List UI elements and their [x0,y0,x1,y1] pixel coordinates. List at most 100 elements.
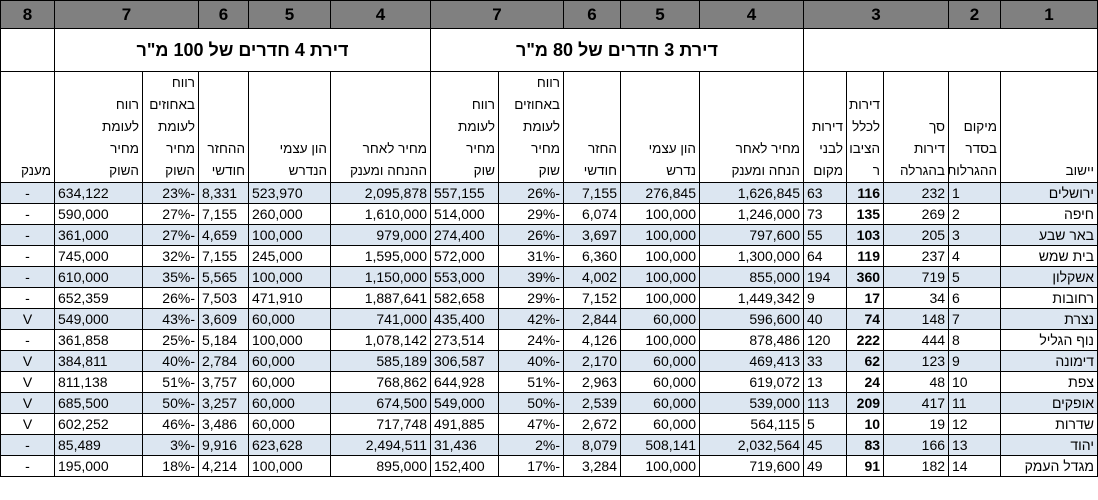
cell-rank[interactable]: 9 [948,350,1002,372]
cell-a4-equity[interactable]: 100,000 [248,329,331,351]
cell-rank[interactable]: 5 [948,266,1002,288]
cell-a3-profit[interactable]: 572,000 [430,245,499,267]
cell-a4-equity[interactable]: 260,000 [248,203,331,225]
cell-a3-monthly[interactable]: 2,170 [563,350,621,372]
cell-total[interactable]: 182 [883,455,950,477]
cell-a4-pct[interactable]: -18% [142,455,199,477]
cell-city[interactable]: מגדל העמק [1000,455,1098,477]
cell-rank[interactable]: 13 [948,434,1002,456]
cell-a3-profit[interactable]: 273,514 [430,329,499,351]
cell-total[interactable]: 205 [883,224,950,246]
cell-a4-price[interactable]: 741,000 [330,308,431,330]
cell-a4-price[interactable]: 895,000 [330,455,431,477]
cell-a4-price[interactable]: 768,862 [330,371,431,393]
cell-a4-profit[interactable]: 610,000 [54,266,143,288]
cell-a4-pct[interactable]: -46% [142,413,199,435]
cell-a3-pct[interactable]: -24% [498,329,564,351]
cell-a3-monthly[interactable]: 6,360 [563,245,621,267]
cell-locals[interactable]: 13 [802,371,848,393]
cell-total[interactable]: 19 [883,413,950,435]
cell-a4-price[interactable]: 1,078,142 [330,329,431,351]
cell-a4-price[interactable]: 2,095,878 [330,182,431,204]
cell-a3-price[interactable]: 797,600 [699,224,804,246]
cell-a3-price[interactable]: 1,626,845 [699,182,804,204]
cell-a3-pct[interactable]: -2% [498,434,564,456]
cell-city[interactable]: דימונה [1000,350,1098,372]
cell-grant[interactable]: - [0,245,55,267]
cell-a3-price[interactable]: 1,449,342 [699,287,804,309]
cell-a4-equity[interactable]: 60,000 [248,413,331,435]
cell-total[interactable]: 719 [883,266,950,288]
cell-a3-monthly[interactable]: 2,844 [563,308,621,330]
cell-a4-pct[interactable]: -27% [142,224,199,246]
cell-a4-equity[interactable]: 60,000 [248,308,331,330]
cell-a3-monthly[interactable]: 8,079 [563,434,621,456]
cell-rank[interactable]: 3 [948,224,1002,246]
cell-a3-equity[interactable]: 508,141 [620,434,700,456]
cell-a4-pct[interactable]: -35% [142,266,199,288]
cell-a3-pct[interactable]: -42% [498,308,564,330]
cell-a3-price[interactable]: 469,413 [699,350,804,372]
cell-a3-price[interactable]: 1,246,000 [699,203,804,225]
cell-public[interactable]: 74 [846,308,885,330]
cell-a3-price[interactable]: 878,486 [699,329,804,351]
cell-total[interactable]: 123 [883,350,950,372]
cell-a4-price[interactable]: 1,610,000 [330,203,431,225]
cell-a4-pct[interactable]: -27% [142,203,199,225]
cell-a3-equity[interactable]: 100,000 [620,266,700,288]
cell-total[interactable]: 269 [883,203,950,225]
cell-city[interactable]: יהוד [1000,434,1098,456]
cell-a4-profit[interactable]: 549,000 [54,308,143,330]
cell-a3-equity[interactable]: 100,000 [620,245,700,267]
cell-public[interactable]: 135 [846,203,885,225]
cell-a4-pct[interactable]: -50% [142,392,199,414]
cell-total[interactable]: 148 [883,308,950,330]
cell-a3-equity[interactable]: 100,000 [620,287,700,309]
cell-locals[interactable]: 5 [802,413,848,435]
cell-public[interactable]: 209 [846,392,885,414]
cell-a4-profit[interactable]: 811,138 [54,371,143,393]
cell-a4-price[interactable]: 2,494,511 [330,434,431,456]
cell-a4-monthly[interactable]: 5,184 [198,329,249,351]
cell-a3-price[interactable]: 1,300,000 [699,245,804,267]
cell-a3-price[interactable]: 2,032,564 [699,434,804,456]
cell-a3-profit[interactable]: 152,400 [430,455,499,477]
cell-a4-price[interactable]: 979,000 [330,224,431,246]
cell-a4-equity[interactable]: 523,970 [248,182,331,204]
cell-a3-pct[interactable]: -29% [498,203,564,225]
cell-total[interactable]: 444 [883,329,950,351]
cell-public[interactable]: 222 [846,329,885,351]
cell-a4-profit[interactable]: 384,811 [54,350,143,372]
cell-a3-pct[interactable]: -17% [498,455,564,477]
cell-total[interactable]: 232 [883,182,950,204]
cell-a3-monthly[interactable]: 4,126 [563,329,621,351]
cell-locals[interactable]: 9 [802,287,848,309]
cell-a4-equity[interactable]: 100,000 [248,266,331,288]
cell-rank[interactable]: 2 [948,203,1002,225]
cell-rank[interactable]: 10 [948,371,1002,393]
cell-a3-profit[interactable]: 435,400 [430,308,499,330]
cell-a4-pct[interactable]: -43% [142,308,199,330]
cell-grant[interactable]: - [0,455,55,477]
cell-a4-monthly[interactable]: 7,155 [198,203,249,225]
cell-a3-equity[interactable]: 100,000 [620,203,700,225]
cell-city[interactable]: אשקלון [1000,266,1098,288]
cell-grant[interactable]: V [0,413,55,435]
cell-a4-price[interactable]: 717,748 [330,413,431,435]
cell-a3-monthly[interactable]: 7,152 [563,287,621,309]
cell-a3-profit[interactable]: 514,000 [430,203,499,225]
cell-a3-monthly[interactable]: 2,539 [563,392,621,414]
cell-a3-pct[interactable]: -26% [498,182,564,204]
cell-a4-monthly[interactable]: 3,257 [198,392,249,414]
cell-a3-price[interactable]: 539,000 [699,392,804,414]
cell-a4-pct[interactable]: -23% [142,182,199,204]
cell-a4-pct[interactable]: -32% [142,245,199,267]
cell-a3-pct[interactable]: -40% [498,350,564,372]
cell-locals[interactable]: 73 [802,203,848,225]
cell-city[interactable]: רחובות [1000,287,1098,309]
cell-a4-equity[interactable]: 100,000 [248,224,331,246]
cell-locals[interactable]: 120 [802,329,848,351]
cell-city[interactable]: שדרות [1000,413,1098,435]
cell-total[interactable]: 237 [883,245,950,267]
cell-a3-profit[interactable]: 582,658 [430,287,499,309]
